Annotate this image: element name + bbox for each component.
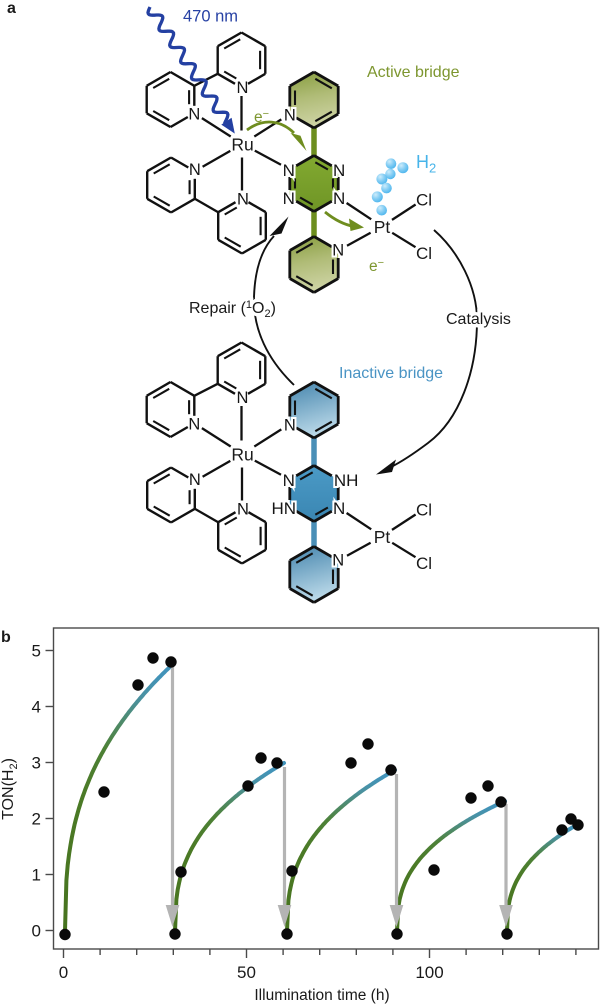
svg-text:N: N: [237, 501, 249, 519]
svg-text:Pt: Pt: [374, 527, 391, 547]
svg-text:N: N: [188, 106, 200, 124]
svg-text:N: N: [333, 161, 345, 180]
svg-text:Cl: Cl: [416, 191, 432, 210]
svg-text:N: N: [189, 471, 201, 489]
svg-text:e−: e−: [369, 257, 384, 275]
svg-text:N: N: [188, 416, 200, 434]
svg-text:b: b: [1, 629, 11, 646]
svg-text:NH: NH: [334, 471, 359, 490]
svg-text:470 nm: 470 nm: [183, 8, 238, 26]
svg-text:Inactive bridge: Inactive bridge: [339, 365, 443, 382]
svg-text:Cl: Cl: [416, 501, 432, 520]
svg-text:Catalysis: Catalysis: [446, 311, 511, 328]
svg-text:N: N: [237, 389, 249, 407]
svg-text:Active bridge: Active bridge: [367, 64, 460, 81]
svg-text:Repair (1O2): Repair (1O2): [189, 299, 276, 320]
svg-text:N: N: [189, 161, 201, 179]
svg-text:1: 1: [32, 866, 41, 885]
svg-text:TON(H2): TON(H2): [0, 758, 20, 820]
svg-text:N: N: [283, 471, 295, 490]
svg-text:N: N: [332, 552, 344, 570]
svg-text:N: N: [237, 191, 249, 209]
svg-text:100: 100: [415, 963, 443, 982]
svg-text:5: 5: [32, 642, 41, 661]
svg-text:N: N: [333, 499, 345, 518]
svg-text:0: 0: [59, 963, 68, 982]
svg-text:N: N: [283, 161, 295, 180]
svg-text:Illumination time (h): Illumination time (h): [254, 987, 389, 1004]
svg-text:H2: H2: [416, 152, 436, 176]
svg-text:N: N: [284, 107, 296, 125]
svg-text:Ru: Ru: [231, 134, 253, 154]
svg-text:4: 4: [32, 698, 41, 717]
svg-text:Pt: Pt: [374, 217, 391, 237]
svg-text:3: 3: [32, 754, 41, 773]
svg-text:N: N: [284, 417, 296, 435]
svg-text:HN: HN: [272, 499, 297, 518]
svg-text:Catalysis: Catalysis: [446, 311, 511, 328]
svg-text:50: 50: [237, 963, 256, 982]
svg-text:Ru: Ru: [231, 444, 253, 464]
svg-text:a: a: [7, 0, 16, 17]
svg-text:N: N: [237, 79, 249, 97]
svg-text:N: N: [333, 189, 345, 208]
svg-text:0: 0: [32, 922, 41, 941]
svg-text:2: 2: [32, 810, 41, 829]
svg-text:Cl: Cl: [416, 244, 432, 263]
svg-text:N: N: [283, 189, 295, 208]
svg-text:Cl: Cl: [416, 554, 432, 573]
svg-text:N: N: [332, 242, 344, 260]
